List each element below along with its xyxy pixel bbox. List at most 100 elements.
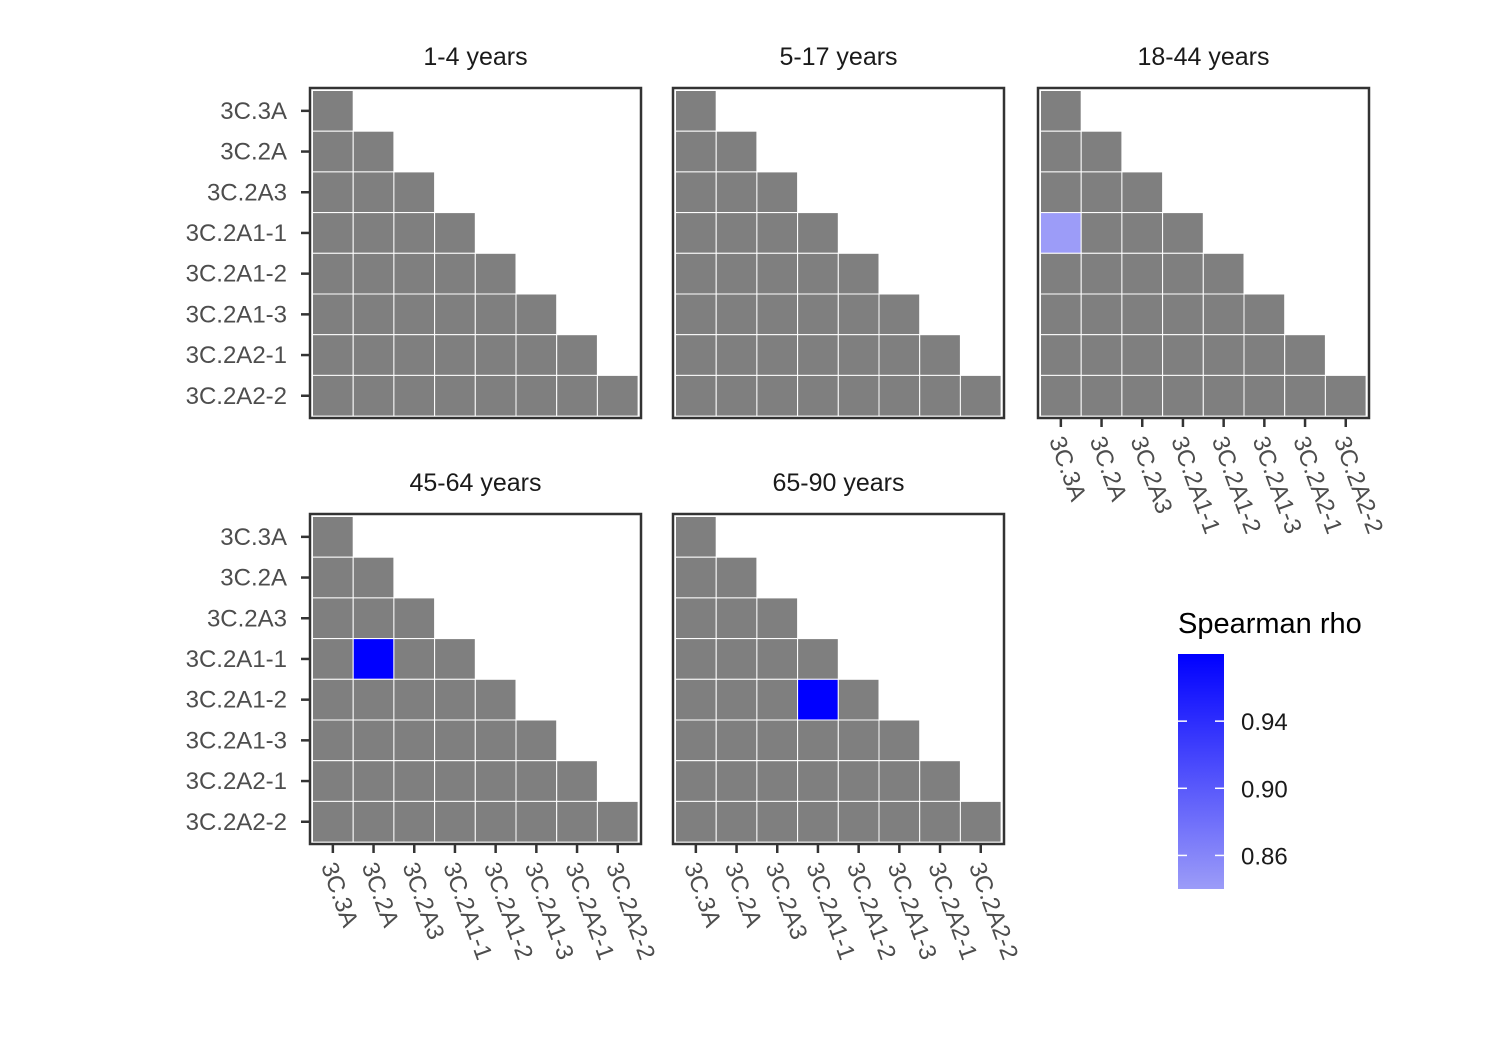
panel-3: 18-44 years3C.3A3C.2A3C.2A33C.2A1-13C.2A… (1036, 43, 1388, 537)
y-tick-label: 3C.2A2-2 (186, 809, 287, 836)
heatmap-cell (393, 293, 436, 336)
heatmap-cell (919, 334, 961, 376)
heatmap-cell (715, 800, 758, 843)
heatmap-cell (312, 760, 354, 802)
heatmap-cell (797, 719, 839, 762)
heatmap-cell (675, 374, 717, 417)
heatmap-cell (1080, 374, 1123, 417)
heatmap-cell (756, 760, 799, 802)
panel-4: 45-64 years 3C.3A 3C.2A 3C.2A3 3C.2A1-1 3C.2A… (186, 469, 661, 963)
heatmap-cell (515, 800, 558, 843)
heatmap-cell (393, 638, 436, 680)
heatmap-cell (837, 678, 880, 721)
x-tick-label: 3C.3A (678, 859, 726, 931)
heatmap-cell (1243, 334, 1286, 376)
y-tick-label: 3C.2A3 (207, 179, 287, 206)
heatmap-cell (556, 334, 598, 376)
heatmap-cell (1121, 171, 1164, 214)
heatmap-cell (1040, 171, 1082, 214)
heatmap-cell (1040, 374, 1082, 417)
legend-ticks: 0.86 0.90 0.94 (1178, 709, 1288, 870)
heatmap-cell (515, 293, 558, 336)
heatmap-cell (434, 252, 476, 295)
legend-tick-label: 0.86 (1241, 843, 1288, 870)
heatmap-cell (352, 293, 395, 336)
heatmap-cell (756, 678, 799, 721)
heatmap-cell (596, 374, 639, 417)
heatmap-cell (715, 374, 758, 417)
heatmap-cell (312, 212, 354, 254)
heatmap-cell (1080, 293, 1123, 336)
heatmap-cell (393, 212, 436, 254)
heatmap-cell (312, 556, 354, 599)
heatmap-cell (756, 800, 799, 843)
heatmap-cell (797, 638, 839, 680)
heatmap-cell (715, 638, 758, 680)
y-tick-label: 3C.3A (220, 524, 287, 551)
heatmap-cell (878, 293, 921, 336)
heatmap-cell (756, 252, 799, 295)
heatmap-cell (675, 171, 717, 214)
heatmap-cell (474, 334, 517, 376)
heatmap-cell (1284, 374, 1326, 417)
heatmap-cell (434, 638, 476, 680)
heatmap-cell (1162, 212, 1204, 254)
heatmap-cell (352, 800, 395, 843)
heatmap-cell (1040, 334, 1082, 376)
heatmap-cell (393, 678, 436, 721)
heatmap-cell (675, 334, 717, 376)
heatmap-cell (797, 800, 839, 843)
heatmap-cell (837, 334, 880, 376)
heatmap-cell (1121, 374, 1164, 417)
heatmap-cell (1162, 374, 1204, 417)
legend-title: Spearman rho (1178, 608, 1362, 640)
legend-tick-label: 0.94 (1241, 709, 1288, 736)
heatmap-cell (715, 760, 758, 802)
heatmap-cell (878, 719, 921, 762)
heatmap-cell (1202, 293, 1245, 336)
heatmap-cell (1202, 374, 1245, 417)
heatmap-cell (312, 800, 354, 843)
heatmap-cell-highlighted (797, 678, 839, 721)
heatmap-cell (837, 719, 880, 762)
heatmap-cell (959, 800, 1002, 843)
heatmap-cell-highlighted (352, 638, 395, 680)
heatmap-cell (878, 334, 921, 376)
heatmap-cell (434, 374, 476, 417)
heatmap-cell (515, 334, 558, 376)
heatmap-cell (715, 212, 758, 254)
panel-title: 65-90 years (772, 469, 904, 497)
y-tick-label: 3C.2A (220, 565, 287, 592)
heatmap-cell (474, 719, 517, 762)
heatmap-cell (715, 597, 758, 640)
heatmap-cell (1284, 334, 1326, 376)
heatmap-cell (312, 171, 354, 214)
heatmap-cell (434, 678, 476, 721)
heatmap-cell (312, 293, 354, 336)
heatmap-cell (312, 334, 354, 376)
heatmap-cell (837, 760, 880, 802)
panel-border (1036, 86, 1371, 420)
panel-border (308, 512, 643, 846)
heatmap-cell (715, 334, 758, 376)
legend-tick-label: 0.90 (1241, 776, 1288, 803)
y-tick-label: 3C.2A (220, 139, 287, 166)
heatmap-cell (1080, 171, 1123, 214)
panel-title: 18-44 years (1137, 43, 1269, 71)
heatmap-cell (959, 374, 1002, 417)
heatmap-cell (837, 374, 880, 417)
heatmap-cell (919, 800, 961, 843)
heatmap-cell (756, 719, 799, 762)
heatmap-cell (675, 719, 717, 762)
y-tick-label: 3C.2A1-1 (186, 220, 287, 247)
heatmap-cell (756, 171, 799, 214)
heatmap-cell (474, 800, 517, 843)
heatmap-cell (1324, 374, 1367, 417)
panel-title: 45-64 years (409, 469, 541, 497)
y-tick-label: 3C.2A3 (207, 605, 287, 632)
heatmap-cell (474, 252, 517, 295)
heatmap-cell (756, 334, 799, 376)
heatmap-cell (675, 678, 717, 721)
legend-colorbar (1178, 654, 1224, 889)
heatmap-cell (312, 597, 354, 640)
